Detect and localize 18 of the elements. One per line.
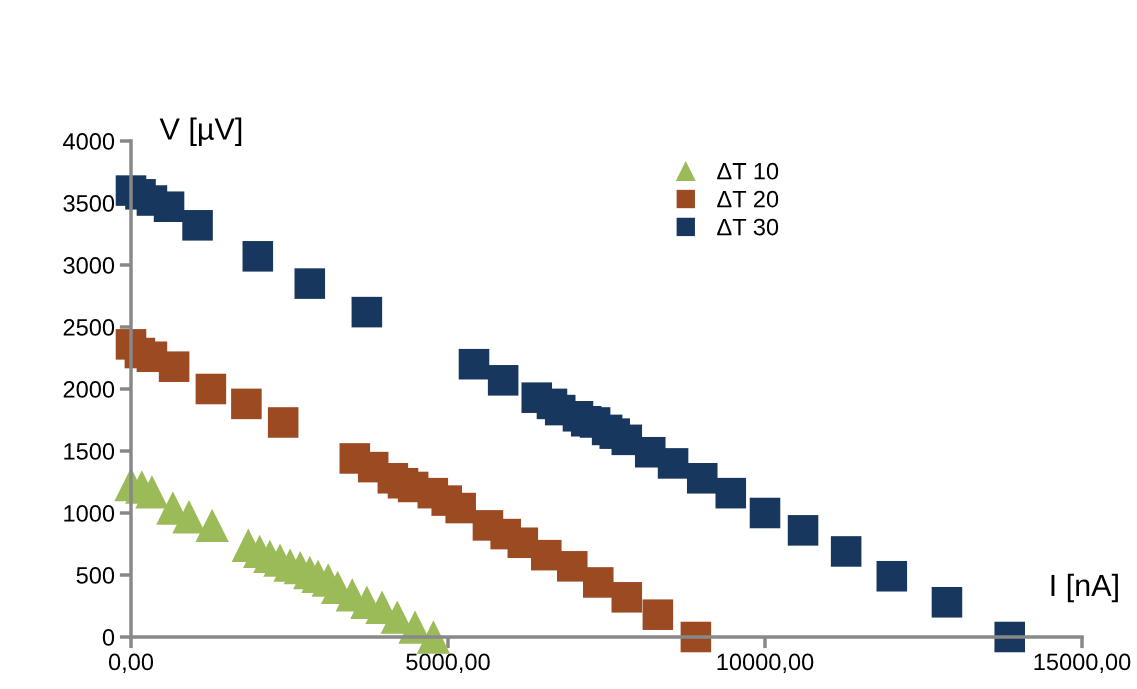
y-tick-label: 0 [102, 629, 115, 646]
y-tick-label: 1500 [64, 443, 115, 460]
y-axis-title: V [µV] [159, 117, 242, 146]
y-tick-label: 500 [76, 567, 115, 584]
y-tick-label: 4000 [63, 133, 115, 150]
y-tick-label: 2000 [63, 381, 115, 398]
y-tick-label: 1000 [64, 505, 115, 522]
x-tick-label: 5000,00 [406, 653, 490, 674]
legend-label: ΔT 30 [717, 218, 779, 236]
legend-label: ΔT 20 [717, 190, 779, 208]
y-tick-label: 2500 [63, 319, 115, 336]
x-tick-label: 10000,00 [717, 653, 814, 674]
x-tick-label: 15000,00 [1034, 653, 1131, 674]
y-tick-label: 3000 [63, 257, 115, 274]
x-tick-label: 0,00 [108, 653, 154, 674]
y-tick-label: 3500 [63, 195, 115, 212]
x-axis-title: I [nA] [1051, 573, 1118, 603]
legend-label: ΔT 10 [717, 162, 779, 180]
